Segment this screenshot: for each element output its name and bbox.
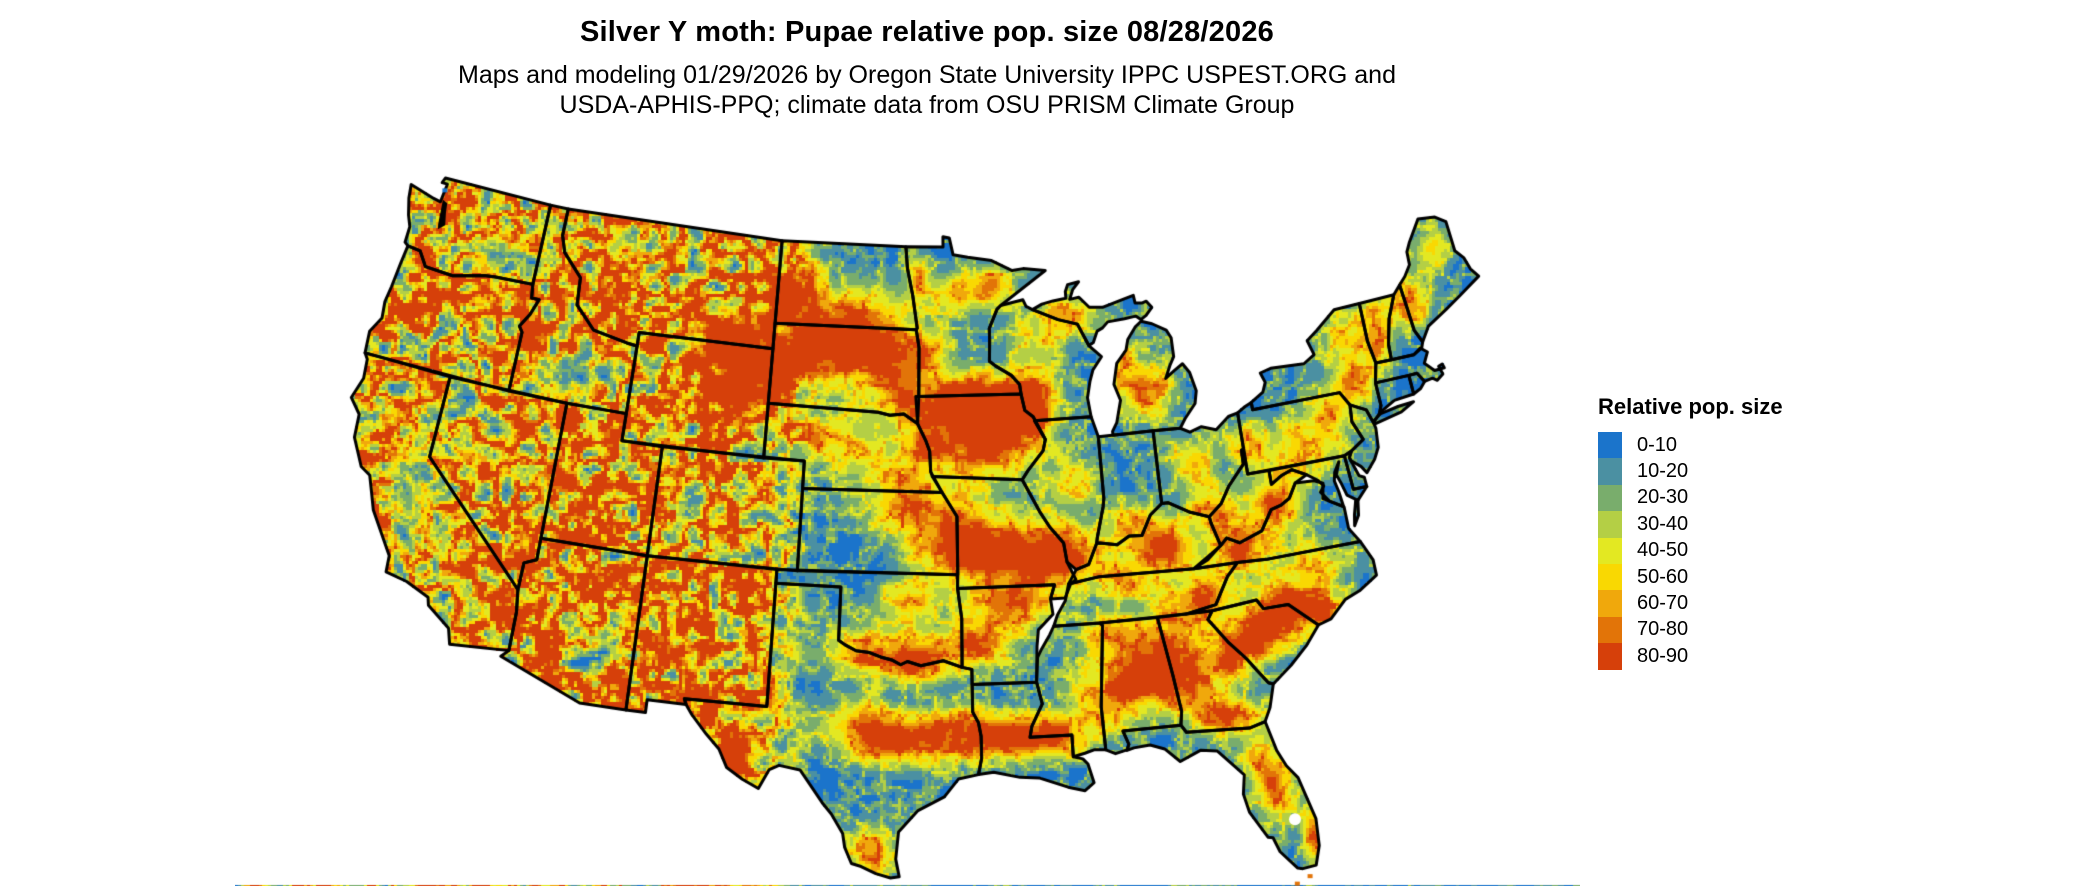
legend: Relative pop. size 0-10 10-20 20-30 30-40 40… (1598, 394, 1848, 670)
legend-entry: 80-90 (1598, 643, 1848, 670)
legend-swatch-50-60 (1598, 563, 1622, 591)
legend-entry: 30-40 (1598, 511, 1848, 538)
legend-swatch-80-90 (1598, 643, 1622, 670)
legend-label: 50-60 (1637, 565, 1689, 588)
legend-swatch-70-80 (1598, 616, 1622, 644)
map-title: Silver Y moth: Pupae relative pop. size … (580, 16, 1274, 48)
legend-label: 20-30 (1637, 486, 1689, 509)
us-population-heatmap-canvas (235, 138, 1580, 886)
legend-swatch-60-70 (1598, 590, 1622, 617)
legend-label: 10-20 (1637, 460, 1689, 483)
legend-title: Relative pop. size (1598, 394, 1783, 419)
legend-swatch-10-20 (1598, 458, 1622, 485)
legend-entry: 10-20 (1598, 458, 1848, 485)
legend-label: 70-80 (1637, 618, 1689, 641)
legend-rows: 0-10 10-20 20-30 30-40 40-50 50-60 60-70 70-80 8… (1598, 432, 1848, 670)
legend-label: 30-40 (1637, 512, 1689, 535)
legend-entry: 20-30 (1598, 484, 1848, 512)
legend-label: 40-50 (1637, 539, 1689, 562)
legend-swatch-0-10 (1598, 432, 1622, 459)
header: Silver Y moth: Pupae relative pop. size … (0, 16, 1854, 120)
subtitle-line-2: USDA-APHIS-PPQ; climate data from OSU PR… (559, 91, 1295, 119)
legend-label: 60-70 (1637, 592, 1689, 615)
legend-label: 80-90 (1637, 644, 1689, 667)
subtitle-line-1: Maps and modeling 01/29/2026 by Oregon S… (458, 61, 1396, 89)
legend-entry: 40-50 (1598, 537, 1848, 564)
legend-entry: 50-60 (1598, 563, 1848, 591)
legend-entry: 60-70 (1598, 590, 1848, 617)
legend-entry: 0-10 (1598, 432, 1848, 459)
legend-swatch-30-40 (1598, 511, 1622, 538)
legend-swatch-40-50 (1598, 537, 1622, 564)
legend-entry: 70-80 (1598, 616, 1848, 644)
legend-label: 0-10 (1637, 433, 1678, 456)
map-subtitle: Maps and modeling 01/29/2026 by Oregon S… (0, 60, 1854, 120)
legend-swatch-20-30 (1598, 484, 1622, 512)
